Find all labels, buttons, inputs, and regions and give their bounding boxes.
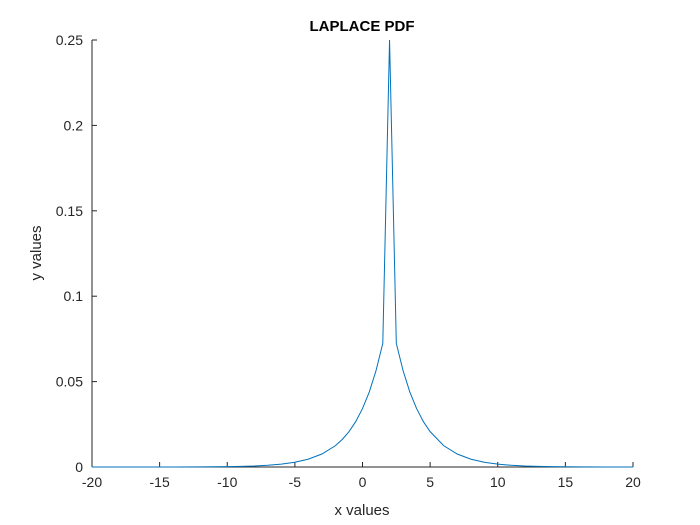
y-tick-label: 0.1 — [64, 288, 84, 304]
x-tick-label: -5 — [289, 474, 302, 490]
y-axis-label: y values — [28, 225, 45, 280]
x-tick-label: 5 — [426, 474, 434, 490]
y-tick-label: 0.05 — [56, 374, 83, 390]
x-tick-label: -10 — [217, 474, 237, 490]
y-tick-label: 0.2 — [64, 117, 84, 133]
x-tick-label: 20 — [625, 474, 641, 490]
x-tick-label: 10 — [490, 474, 506, 490]
chart-title: LAPLACE PDF — [310, 18, 415, 35]
y-tick-label: 0.25 — [56, 32, 83, 48]
x-tick-label: -20 — [82, 474, 102, 490]
y-tick-label: 0.15 — [56, 203, 83, 219]
series-line — [92, 39, 633, 468]
x-tick-label: 15 — [558, 474, 574, 490]
x-tick-label: 0 — [359, 474, 367, 490]
plot-area: -20 -15 -10 -5 0 5 10 15 20 0 0.05 0.1 0.15 0.2 0.25 — [56, 32, 641, 490]
x-tick-label: -15 — [150, 474, 170, 490]
y-tick-label: 0 — [75, 459, 83, 475]
x-axis-label: x values — [334, 502, 389, 519]
